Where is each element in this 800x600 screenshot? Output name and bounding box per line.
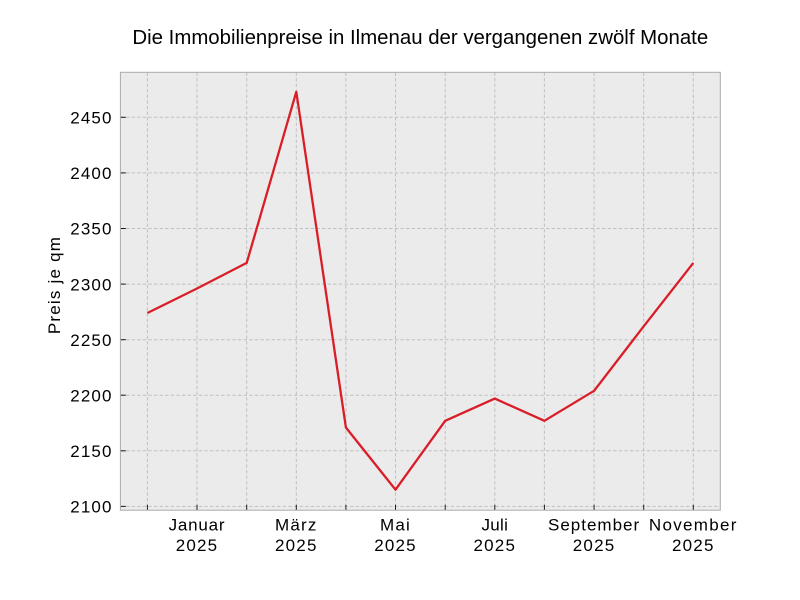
svg-text:Preis je qm: Preis je qm bbox=[45, 236, 64, 334]
svg-text:2400: 2400 bbox=[70, 164, 112, 183]
svg-text:Januar: Januar bbox=[169, 516, 226, 535]
svg-text:2300: 2300 bbox=[70, 275, 112, 294]
svg-text:2025: 2025 bbox=[374, 536, 417, 555]
svg-text:Juli: Juli bbox=[481, 516, 508, 535]
svg-text:2025: 2025 bbox=[176, 536, 219, 555]
svg-text:2025: 2025 bbox=[672, 536, 715, 555]
svg-text:März: März bbox=[275, 516, 318, 535]
svg-text:Mai: Mai bbox=[380, 516, 411, 535]
svg-text:2150: 2150 bbox=[70, 442, 112, 461]
svg-text:November: November bbox=[649, 516, 738, 535]
svg-text:September: September bbox=[548, 516, 640, 535]
svg-text:2350: 2350 bbox=[70, 220, 112, 239]
svg-text:Die Immobilienpreise in Ilmena: Die Immobilienpreise in Ilmenau der verg… bbox=[132, 27, 708, 49]
svg-text:2025: 2025 bbox=[473, 536, 516, 555]
svg-text:2450: 2450 bbox=[70, 109, 112, 128]
svg-text:2200: 2200 bbox=[70, 386, 112, 405]
svg-text:2025: 2025 bbox=[275, 536, 318, 555]
svg-text:2250: 2250 bbox=[70, 331, 112, 350]
svg-text:2025: 2025 bbox=[573, 536, 616, 555]
svg-text:2100: 2100 bbox=[70, 498, 112, 517]
